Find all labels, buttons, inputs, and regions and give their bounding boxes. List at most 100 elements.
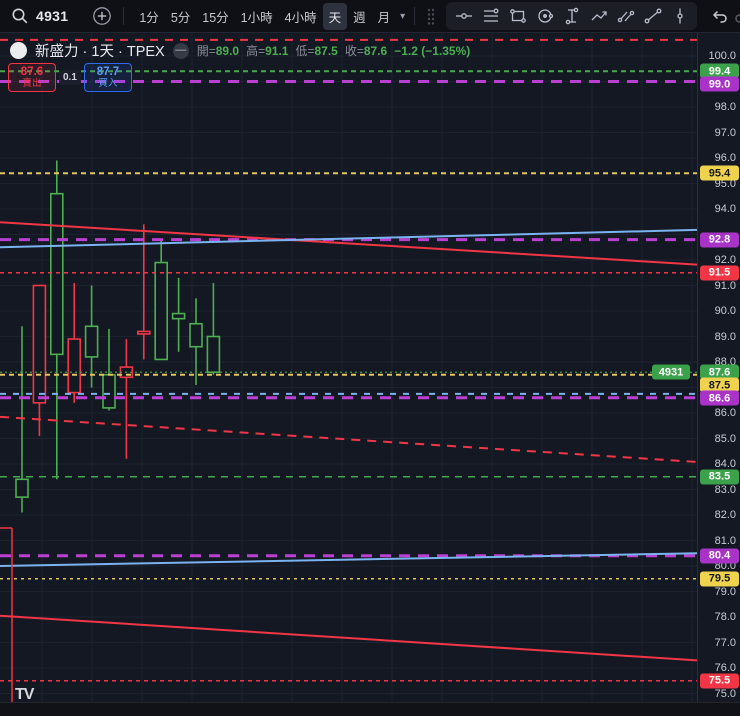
price-level-label: 80.4 <box>700 548 739 564</box>
price-axis[interactable]: 100.0 98.0 97.0 96.0 95.0 94.0 92.0 91.0 90.0 89.… <box>697 32 740 702</box>
polyline-tool-button[interactable] <box>585 4 612 28</box>
undo-icon <box>713 10 727 23</box>
toolbar-drag-handle-icon[interactable] <box>424 4 438 28</box>
timeframe-週[interactable]: 週 <box>353 10 366 25</box>
candle-body <box>171 312 186 320</box>
rectangle-tool-button[interactable] <box>504 4 531 28</box>
ohlc-item: 開=89.0 <box>196 44 240 58</box>
axis-tick-label: 91.0 <box>714 279 736 292</box>
trend-line[interactable] <box>0 552 697 567</box>
sell-button[interactable]: 87.6 賣出 <box>8 63 56 92</box>
symbol-price-badge: 4931 <box>652 364 690 380</box>
price-level-label: 99.0 <box>700 76 739 92</box>
candle-body <box>137 330 151 335</box>
symbol-legend: 新盛力 · 1天 · TPEX — 開=89.0 高=91.1 低=87.5 收=87… <box>10 40 470 61</box>
price-level-label: 83.5 <box>700 469 739 485</box>
spread-value: 0.1 <box>59 70 81 85</box>
ohlc-item: 收=87.6 <box>344 44 388 58</box>
timeframe-group: 1分 5分 15分 1小時 4小時天週月 <box>133 2 396 30</box>
search-icon <box>12 8 28 24</box>
trend-line[interactable] <box>0 228 697 249</box>
add-symbol-button[interactable] <box>90 4 114 28</box>
axis-tick-label: 98.0 <box>714 101 736 113</box>
drawing-tools-group <box>446 2 698 30</box>
redo-button[interactable] <box>731 4 740 28</box>
vertical-line-tool-button[interactable] <box>666 4 693 28</box>
timeframe-1小時[interactable]: 1小時 <box>240 10 273 25</box>
sell-label: 賣出 <box>22 77 42 89</box>
bottom-bar <box>0 702 740 716</box>
tradingview-watermark[interactable]: TV <box>15 686 34 703</box>
redo-icon <box>735 14 740 23</box>
candle-body <box>67 338 81 394</box>
trend-line[interactable] <box>0 415 697 463</box>
parallel-lines-tool-button[interactable] <box>477 4 504 28</box>
price-level-label: 75.5 <box>700 673 739 689</box>
axis-tick-label: 100.0 <box>708 50 736 62</box>
axis-tick-label: 89.0 <box>714 330 736 343</box>
trend-line-tool-button[interactable] <box>639 4 666 28</box>
price-level-label: 99.4 <box>700 63 739 79</box>
trend-line[interactable] <box>0 614 697 662</box>
price-level-label: 86.6 <box>700 390 739 406</box>
chevron-down-icon[interactable]: ▾ <box>400 10 406 22</box>
toolbar-separator <box>123 7 125 25</box>
timeframe-1分[interactable]: 1分 <box>139 10 159 25</box>
axis-tick-label: 79.0 <box>714 585 736 598</box>
chart-pane[interactable] <box>0 32 697 711</box>
candle-body <box>189 322 203 348</box>
symbol-logo <box>10 42 27 59</box>
horizontal-line-tool-button[interactable] <box>450 4 477 28</box>
collapse-legend-button[interactable]: — <box>172 42 189 59</box>
toolbar-separator <box>414 7 416 25</box>
axis-tick-label: 85.0 <box>714 432 736 445</box>
axis-tick-label: 83.0 <box>714 483 736 496</box>
buy-button[interactable]: 87.7 買入 <box>83 63 132 92</box>
timeframe-5分[interactable]: 5分 <box>170 10 191 25</box>
trade-panel: 87.6 賣出 0.1 87.7 買入 <box>8 63 132 92</box>
price-level-label: 95.4 <box>700 165 739 181</box>
price-level-label: 87.5 <box>700 377 739 393</box>
ellipse-tool-button[interactable] <box>531 4 558 28</box>
timeframe-月[interactable]: 月 <box>377 10 391 25</box>
axis-tick-label: 75.0 <box>714 687 736 700</box>
price-level-label: 91.5 <box>700 265 739 281</box>
vertical-line-tool-icon <box>677 8 683 24</box>
axis-tick-label: 77.0 <box>714 636 736 649</box>
search-button[interactable] <box>8 4 32 28</box>
timeframe-15分[interactable]: 15分 <box>202 10 229 25</box>
timeframe-4小時[interactable]: 4小時 <box>284 10 317 25</box>
symbol-title[interactable]: 新盛力 · 1天 · TPEX <box>35 44 165 60</box>
price-level-label: 79.5 <box>700 571 739 587</box>
trend-line-tool-icon <box>644 8 662 24</box>
symbol-ticker[interactable]: 4931 <box>36 8 69 24</box>
ohlc-item: 高=91.1 <box>246 44 289 58</box>
axis-tick-label: 90.0 <box>714 305 736 317</box>
parallel-channel-tool-icon <box>617 10 634 23</box>
axis-tick-label: 76.0 <box>714 662 736 674</box>
axis-tick-label: 81.0 <box>714 534 736 547</box>
ohlc-values: 開=89.0 高=91.1 低=87.5 收=87.6 −1.2 (−1.35%) <box>197 42 471 59</box>
trend-line[interactable] <box>0 221 697 266</box>
ellipse-tool-icon <box>538 9 553 23</box>
candle-body <box>32 284 47 404</box>
undo-button[interactable] <box>707 4 731 28</box>
sell-price: 87.6 <box>20 66 44 79</box>
parallel-channel-tool-button[interactable] <box>612 4 639 28</box>
price-range-tool-icon <box>565 7 578 25</box>
timeframe-天[interactable]: 天 <box>322 2 348 30</box>
last-price-label: 87.6 <box>700 364 739 380</box>
horizontal-line-tool-icon <box>455 13 472 19</box>
candle-body <box>84 325 99 358</box>
candle-body <box>15 478 29 498</box>
plus-icon <box>93 7 112 25</box>
axis-tick-label: 84.0 <box>714 458 736 470</box>
polyline-tool-icon <box>591 11 607 21</box>
price-range-tool-button[interactable] <box>558 4 585 28</box>
axis-tick-label: 97.0 <box>714 126 736 139</box>
axis-tick-label: 86.0 <box>714 407 736 419</box>
candle-body <box>206 335 221 374</box>
parallel-lines-tool-icon <box>483 8 499 22</box>
